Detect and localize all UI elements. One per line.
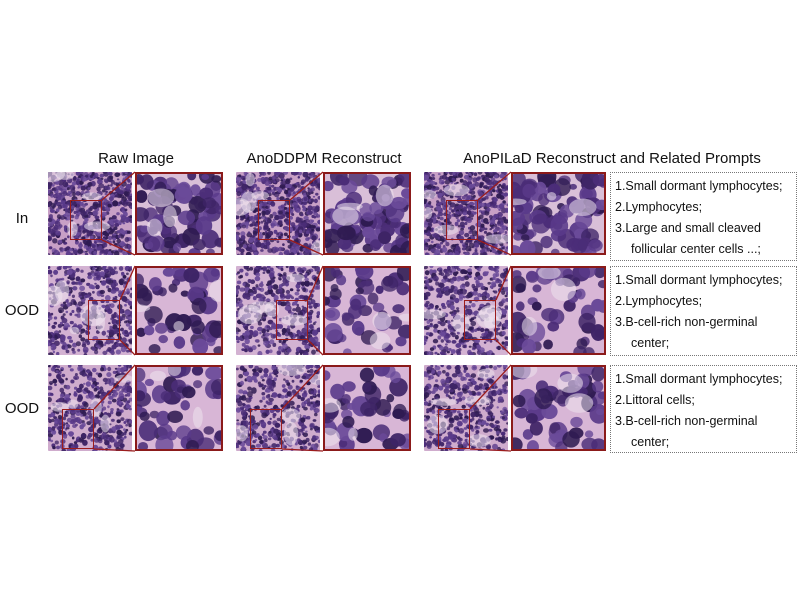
- zoomed-inset: [323, 365, 411, 451]
- prompt-line: follicular center cells ...;: [631, 242, 761, 256]
- prompt-line: 1.Small dormant lymphocytes;: [615, 372, 783, 386]
- zoomed-inset: [135, 365, 223, 451]
- column-title-anoddpm: AnoDDPM Reconstruct: [246, 150, 402, 167]
- zoomed-inset: [511, 266, 606, 355]
- prompt-line: center;: [631, 435, 670, 449]
- row-label-in: In: [15, 210, 29, 227]
- zoomed-inset: [511, 365, 606, 451]
- prompt-box-row-2: 1.Small dormant lymphocytes; 2.Lymphocyt…: [610, 266, 797, 356]
- region-of-interest-box: [88, 300, 120, 340]
- row-label-ood-2: OOD: [4, 400, 40, 417]
- prompt-line: 1.Small dormant lymphocytes;: [615, 179, 783, 193]
- tissue-image-tile: [48, 266, 132, 355]
- tissue-image-tile: [236, 266, 320, 355]
- zoomed-inset: [135, 172, 223, 255]
- prompt-line: 2.Lymphocytes;: [615, 294, 703, 308]
- zoomed-inset: [511, 172, 606, 255]
- column-title-raw-image: Raw Image: [98, 150, 174, 167]
- zoomed-inset: [135, 266, 223, 355]
- prompt-line: 3.Large and small cleaved: [615, 221, 761, 235]
- zoomed-inset: [323, 172, 411, 255]
- prompt-line: center;: [631, 336, 670, 350]
- prompt-box-row-1: 1.Small dormant lymphocytes; 2.Lymphocyt…: [610, 172, 797, 261]
- prompt-line: 3.B-cell-rich non-germinal: [615, 315, 758, 329]
- prompt-line: 2.Lymphocytes;: [615, 200, 703, 214]
- region-of-interest-box: [276, 300, 308, 340]
- region-of-interest-box: [62, 409, 94, 449]
- zoomed-inset: [323, 266, 411, 355]
- prompt-line: 3.B-cell-rich non-germinal: [615, 414, 758, 428]
- prompt-box-row-3: 1.Small dormant lymphocytes; 2.Littoral …: [610, 365, 797, 453]
- region-of-interest-box: [464, 300, 496, 340]
- column-title-anopilad: AnoPILaD Reconstruct and Related Prompts: [463, 150, 761, 167]
- prompt-line: 1.Small dormant lymphocytes;: [615, 273, 783, 287]
- prompt-line: 2.Littoral cells;: [615, 393, 695, 407]
- region-of-interest-box: [70, 200, 102, 240]
- region-of-interest-box: [250, 409, 282, 449]
- region-of-interest-box: [258, 200, 290, 240]
- row-label-ood-1: OOD: [4, 302, 40, 319]
- region-of-interest-box: [438, 409, 470, 449]
- region-of-interest-box: [446, 200, 478, 240]
